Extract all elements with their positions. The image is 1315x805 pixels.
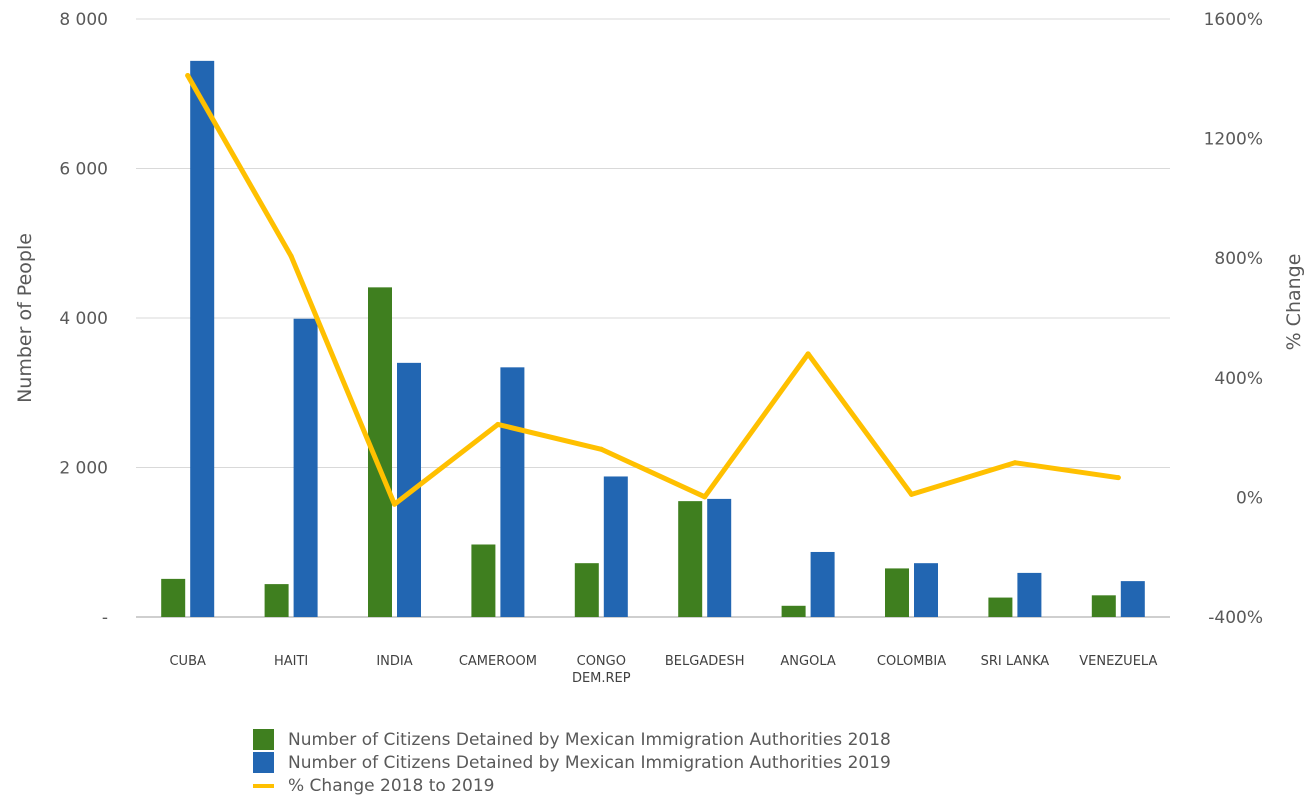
bar-2018 bbox=[885, 568, 909, 617]
right-tick-label: 0% bbox=[1236, 488, 1263, 508]
line-point bbox=[1115, 475, 1121, 481]
percent-change-line bbox=[185, 73, 1121, 507]
left-tick-label: 8 000 bbox=[59, 10, 108, 30]
legend-item-2019: Number of Citizens Detained by Mexican I… bbox=[253, 751, 891, 774]
line-point bbox=[495, 421, 501, 427]
line-point bbox=[598, 446, 604, 452]
bar-2018 bbox=[678, 501, 703, 617]
category-label: ANGOLA bbox=[780, 654, 835, 669]
percent-change-polyline bbox=[185, 73, 1121, 507]
legend-swatch-change bbox=[253, 783, 274, 788]
bar-2018 bbox=[161, 578, 186, 617]
bar-2018 bbox=[471, 544, 496, 617]
bar-2018 bbox=[264, 584, 289, 617]
category-label: COLOMBIA bbox=[877, 654, 946, 669]
legend-item-2018: Number of Citizens Detained by Mexican I… bbox=[253, 728, 891, 751]
right-axis-ticks: -400% 0% 400% 800% 1200% 1600% bbox=[1204, 10, 1263, 628]
gridlines bbox=[136, 18, 1170, 618]
category-label: SRI LANKA bbox=[981, 654, 1050, 669]
left-tick-label: 2 000 bbox=[59, 459, 108, 479]
bar-2019 bbox=[500, 367, 525, 617]
right-tick-label: 400% bbox=[1214, 369, 1263, 389]
bar-2019 bbox=[603, 476, 628, 617]
bar-2018 bbox=[574, 563, 599, 617]
right-tick-label: -400% bbox=[1208, 608, 1263, 628]
bar-2019 bbox=[707, 498, 732, 617]
bar-2019 bbox=[1120, 581, 1145, 617]
category-label: CONGO bbox=[577, 654, 626, 669]
line-point bbox=[288, 253, 294, 259]
bar-2019 bbox=[1017, 572, 1042, 617]
bar-2018 bbox=[988, 597, 1013, 617]
legend-label-2018: Number of Citizens Detained by Mexican I… bbox=[288, 729, 891, 750]
bar-2019 bbox=[810, 551, 835, 617]
legend-item-change: % Change 2018 to 2019 bbox=[253, 774, 891, 797]
left-axis-ticks: - 2 000 4 000 6 000 8 000 bbox=[59, 10, 108, 628]
line-point bbox=[185, 73, 191, 79]
left-axis-title: Number of People bbox=[14, 233, 36, 403]
left-tick-label: - bbox=[102, 608, 108, 628]
line-point bbox=[1012, 460, 1018, 466]
bar-2019 bbox=[914, 563, 938, 617]
legend-swatch-2018 bbox=[253, 729, 274, 750]
category-label: DEM.REP bbox=[572, 671, 631, 686]
legend-label-2019: Number of Citizens Detained by Mexican I… bbox=[288, 752, 891, 773]
category-label: BELGADESH bbox=[665, 654, 745, 669]
category-label: CUBA bbox=[169, 654, 206, 669]
legend-swatch-2019 bbox=[253, 752, 274, 773]
right-tick-label: 800% bbox=[1214, 249, 1263, 269]
category-label: INDIA bbox=[376, 654, 412, 669]
left-tick-label: 6 000 bbox=[59, 160, 108, 180]
line-point bbox=[909, 491, 914, 497]
category-label: HAITI bbox=[274, 654, 308, 669]
legend-label-change: % Change 2018 to 2019 bbox=[288, 775, 495, 796]
line-point bbox=[702, 494, 708, 500]
right-axis-title: % Change bbox=[1283, 254, 1305, 351]
bar-2019 bbox=[190, 60, 215, 618]
bar-2019 bbox=[293, 318, 318, 617]
bars bbox=[161, 60, 1145, 618]
legend: Number of Citizens Detained by Mexican I… bbox=[253, 728, 891, 797]
right-tick-label: 1200% bbox=[1204, 130, 1263, 150]
left-tick-label: 4 000 bbox=[59, 309, 108, 329]
category-label: VENEZUELA bbox=[1079, 654, 1157, 669]
category-label: CAMEROOM bbox=[459, 654, 537, 669]
bar-2018 bbox=[781, 605, 806, 617]
line-point bbox=[805, 351, 811, 357]
category-labels: CUBA HAITI INDIA CAMEROOM CONGO DEM.REP BELGAD… bbox=[169, 654, 1157, 686]
bar-2018 bbox=[1091, 595, 1116, 617]
right-tick-label: 1600% bbox=[1204, 10, 1263, 30]
line-point bbox=[392, 501, 397, 507]
